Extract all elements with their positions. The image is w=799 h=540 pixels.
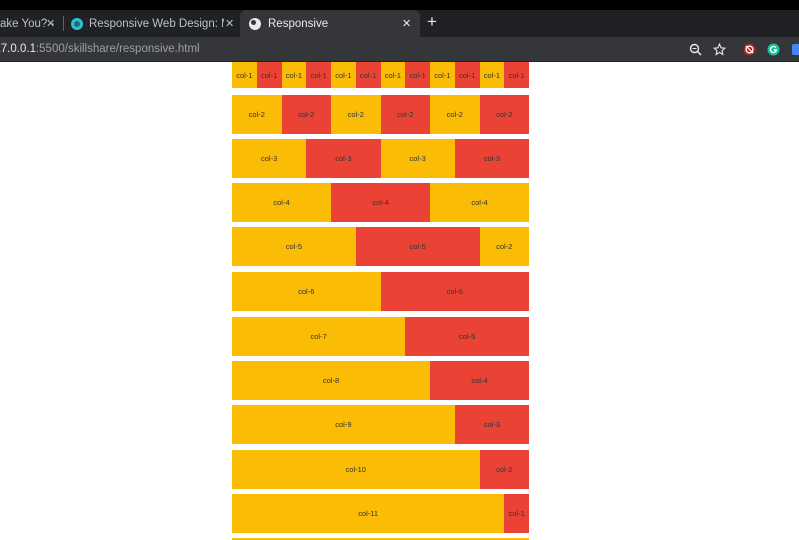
star-icon[interactable] xyxy=(712,42,726,56)
grid-cell: col-4 xyxy=(430,361,529,400)
grid-cell: col-3 xyxy=(380,139,455,178)
grid-cell: col-6 xyxy=(232,272,381,311)
grid-cell: col-1 xyxy=(454,62,480,88)
grid-cell: col-1 xyxy=(405,62,430,88)
grid-cell: col-5 xyxy=(355,227,480,266)
grid-row-11: col-11 col-1 xyxy=(232,494,529,533)
grid-cell: col-2 xyxy=(380,95,430,134)
tab-ake-you[interactable]: ake You? - ✕ xyxy=(0,10,62,37)
grid-row-1: col-1 col-1 col-1 col-1 col-1 col-1 col-1 col-1… xyxy=(232,62,529,88)
globe-icon xyxy=(249,17,261,30)
grid-cell: col-1 xyxy=(232,62,257,88)
grid-cell: col-2 xyxy=(430,95,480,134)
window-top-edge xyxy=(0,0,799,10)
tab-divider xyxy=(63,16,64,31)
grid-row-4: col-4 col-4 col-4 xyxy=(232,183,529,222)
grid-cell: col-2 xyxy=(479,227,529,266)
grid-cell: col-4 xyxy=(331,183,430,222)
tab-responsive-web-design[interactable]: Responsive Web Design: Mobile ✕ xyxy=(64,10,240,37)
grammarly-icon[interactable] xyxy=(766,42,780,56)
grid-cell: col-3 xyxy=(454,405,529,444)
grid-cell: col-2 xyxy=(479,450,529,489)
extension-red-icon[interactable] xyxy=(742,42,756,56)
grid-cell: col-3 xyxy=(454,139,529,178)
grid-cell: col-6 xyxy=(380,272,529,311)
tab-label: Responsive xyxy=(268,17,329,30)
extension-blue-icon[interactable] xyxy=(790,42,799,56)
grid-row-2: col-2 col-2 col-2 col-2 col-2 col-2 xyxy=(232,95,529,134)
grid-cell: col-10 xyxy=(232,450,480,489)
grid-cell: col-1 xyxy=(306,62,331,88)
grid-cell: col-1 xyxy=(430,62,455,88)
grid-row-9: col-9 col-3 xyxy=(232,405,529,444)
grid-cell: col-8 xyxy=(232,361,430,400)
grid-cell: col-9 xyxy=(232,405,455,444)
grid-cell: col-1 xyxy=(504,494,529,533)
tab-label: Responsive Web Design: Mobile xyxy=(89,17,224,30)
grid-cell: col-7 xyxy=(232,317,406,356)
grid-cell: col-4 xyxy=(232,183,331,222)
grid-cell: col-2 xyxy=(232,95,282,134)
grid-cell: col-1 xyxy=(355,62,381,88)
grid-cell: col-1 xyxy=(331,62,356,88)
grid-cell: col-1 xyxy=(479,62,505,88)
grid-row-7: col-7 col-5 xyxy=(232,317,529,356)
grid-cell: col-11 xyxy=(232,494,505,533)
grid-cell: col-2 xyxy=(281,95,331,134)
site-favicon-icon xyxy=(71,17,83,30)
grid-cell: col-2 xyxy=(331,95,381,134)
grid-cell: col-5 xyxy=(232,227,356,266)
grid-cell: col-5 xyxy=(405,317,529,356)
close-icon[interactable]: ✕ xyxy=(402,18,412,30)
grid-cell: col-1 xyxy=(256,62,282,88)
tab-strip: ake You? - ✕ Responsive Web Design: Mobi… xyxy=(0,10,799,37)
grid-row-5: col-5 col-5 col-2 xyxy=(232,227,529,266)
url-path: :5500/skillshare/responsive.html xyxy=(35,43,200,55)
zoom-icon[interactable] xyxy=(688,42,702,56)
close-icon[interactable]: ✕ xyxy=(46,18,56,30)
url-host: 127.0.0.1 xyxy=(0,43,36,55)
grid-cell: col-4 xyxy=(430,183,529,222)
grid-row-10: col-10 col-2 xyxy=(232,450,529,489)
address-bar[interactable]: 127.0.0.1:5500/skillshare/responsive.htm… xyxy=(0,43,200,55)
grid-cell: col-2 xyxy=(479,95,529,134)
grid-row-partial xyxy=(232,538,529,540)
grid-row-3: col-3 col-3 col-3 col-3 xyxy=(232,139,529,178)
tab-responsive[interactable]: Responsive ✕ xyxy=(240,10,420,37)
address-toolbar: 127.0.0.1:5500/skillshare/responsive.htm… xyxy=(0,37,799,62)
close-icon[interactable]: ✕ xyxy=(225,18,235,30)
grid-row-8: col-8 col-4 xyxy=(232,361,529,400)
grid-cell: col-1 xyxy=(281,62,307,88)
grid-cell: col-3 xyxy=(232,139,307,178)
grid-cell: col-1 xyxy=(380,62,406,88)
grid-cell: col-3 xyxy=(306,139,381,178)
grid-row-6: col-6 col-6 xyxy=(232,272,529,311)
tab-label: ake You? - xyxy=(0,17,55,30)
new-tab-icon[interactable]: + xyxy=(427,12,437,31)
grid-cell: col-1 xyxy=(504,62,529,88)
